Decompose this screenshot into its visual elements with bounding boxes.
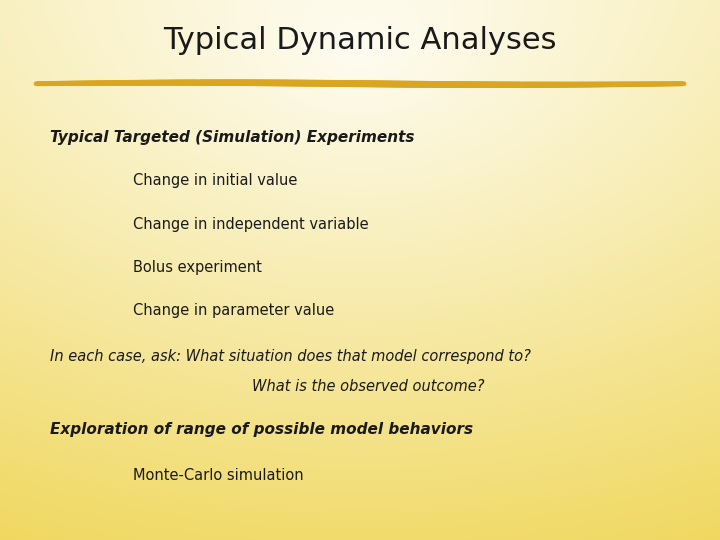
Text: In each case, ask: What situation does that model correspond to?: In each case, ask: What situation does t…	[50, 349, 531, 364]
Text: Monte-Carlo simulation: Monte-Carlo simulation	[133, 468, 304, 483]
Text: Change in initial value: Change in initial value	[133, 173, 297, 188]
Text: Change in parameter value: Change in parameter value	[133, 303, 335, 318]
Text: Typical Dynamic Analyses: Typical Dynamic Analyses	[163, 26, 557, 55]
Text: Bolus experiment: Bolus experiment	[133, 260, 262, 275]
Text: What is the observed outcome?: What is the observed outcome?	[252, 379, 485, 394]
Text: Typical Targeted (Simulation) Experiments: Typical Targeted (Simulation) Experiment…	[50, 130, 415, 145]
Text: Exploration of range of possible model behaviors: Exploration of range of possible model b…	[50, 422, 474, 437]
Text: Change in independent variable: Change in independent variable	[133, 217, 369, 232]
